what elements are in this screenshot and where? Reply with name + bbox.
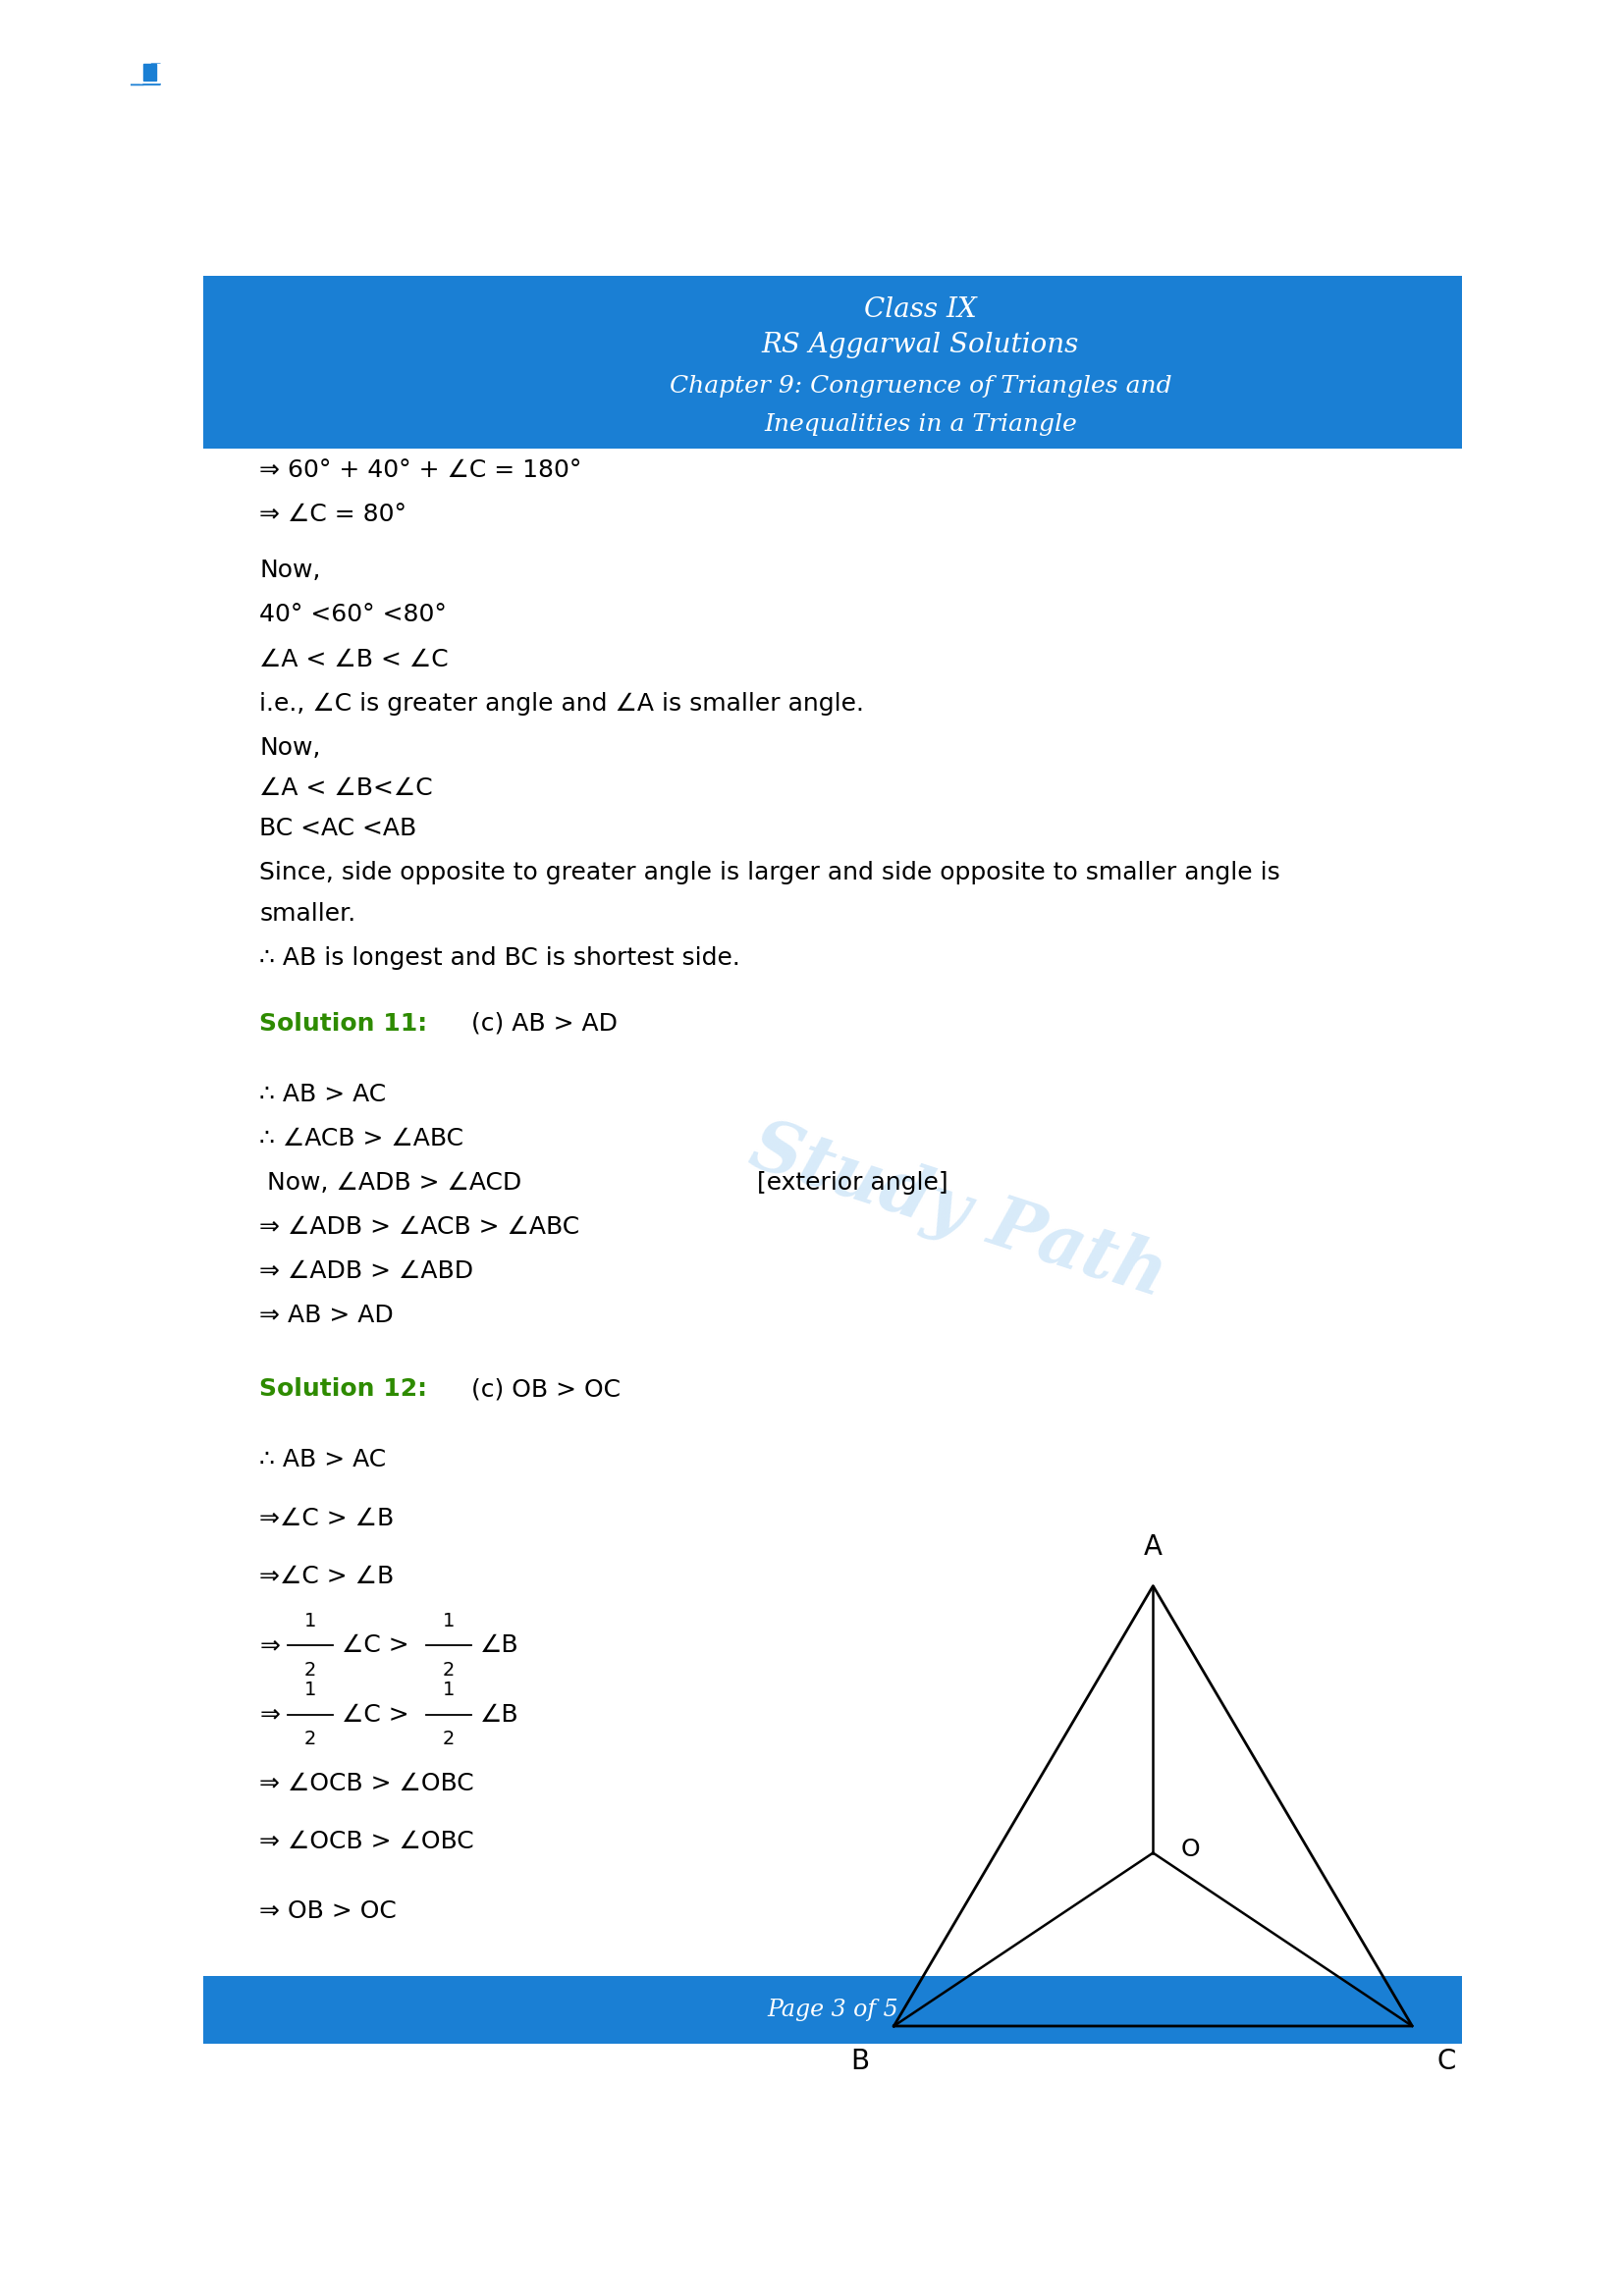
Text: ⇒: ⇒	[260, 1635, 281, 1658]
Text: ∠B: ∠B	[481, 1704, 518, 1727]
Text: 2: 2	[442, 1729, 455, 1750]
Text: ⇒ 60° + 40° + ∠C = 180°: ⇒ 60° + 40° + ∠C = 180°	[260, 459, 581, 482]
Text: [exterior angle]: [exterior angle]	[757, 1171, 948, 1194]
Text: i.e., ∠C is greater angle and ∠A is smaller angle.: i.e., ∠C is greater angle and ∠A is smal…	[260, 691, 864, 714]
Text: 1: 1	[304, 1681, 317, 1699]
Text: Now, ∠ADB > ∠ACD: Now, ∠ADB > ∠ACD	[260, 1171, 521, 1194]
Text: ∴ AB > AC: ∴ AB > AC	[260, 1081, 387, 1107]
Polygon shape	[50, 64, 161, 106]
Text: Solution 12:: Solution 12:	[260, 1378, 427, 1401]
Text: C: C	[1437, 2048, 1457, 2076]
Text: ∠A < ∠B<∠C: ∠A < ∠B<∠C	[260, 776, 434, 799]
Text: Page 3 of 5: Page 3 of 5	[767, 1998, 898, 2020]
Text: Now,: Now,	[260, 558, 322, 583]
Text: Study Path: Study Path	[71, 168, 156, 181]
Text: ∠C >: ∠C >	[341, 1704, 409, 1727]
Text: Since, side opposite to greater angle is larger and side opposite to smaller ang: Since, side opposite to greater angle is…	[260, 861, 1281, 884]
Polygon shape	[140, 64, 161, 83]
Polygon shape	[130, 64, 161, 85]
Text: ∠B: ∠B	[481, 1635, 518, 1658]
Text: RS Aggarwal Solutions: RS Aggarwal Solutions	[762, 333, 1080, 358]
Text: (c) AB > AD: (c) AB > AD	[463, 1013, 617, 1035]
Text: 1: 1	[442, 1612, 455, 1630]
Text: Solution 11:: Solution 11:	[260, 1013, 427, 1035]
Text: smaller.: smaller.	[260, 902, 356, 925]
Text: ∴ ∠ACB > ∠ABC: ∴ ∠ACB > ∠ABC	[260, 1127, 464, 1150]
Polygon shape	[143, 64, 156, 80]
Polygon shape	[29, 106, 67, 126]
Text: ⇒ ∠ADB > ∠ABD: ⇒ ∠ADB > ∠ABD	[260, 1258, 474, 1283]
Bar	[203, 1977, 1462, 2043]
Text: ⇒ OB > OC: ⇒ OB > OC	[260, 1899, 396, 1922]
Text: ∠C >: ∠C >	[341, 1635, 409, 1658]
Text: ⇒ ∠ADB > ∠ACB > ∠ABC: ⇒ ∠ADB > ∠ACB > ∠ABC	[260, 1215, 580, 1238]
Text: ∴ AB > AC: ∴ AB > AC	[260, 1449, 387, 1472]
Text: Now,: Now,	[260, 735, 322, 760]
Text: 1: 1	[304, 1612, 317, 1630]
Text: ⇒ ∠OCB > ∠OBC: ⇒ ∠OCB > ∠OBC	[260, 1773, 474, 1795]
Text: O: O	[1181, 1837, 1200, 1862]
Text: ⇒: ⇒	[260, 1704, 281, 1727]
Bar	[203, 276, 1462, 448]
Text: 2: 2	[442, 1660, 455, 1681]
Text: Chapter 9: Congruence of Triangles and: Chapter 9: Congruence of Triangles and	[669, 374, 1171, 397]
Text: ⇒ ∠OCB > ∠OBC: ⇒ ∠OCB > ∠OBC	[260, 1830, 474, 1853]
Text: Class IX: Class IX	[864, 296, 976, 324]
Text: 2: 2	[304, 1660, 317, 1681]
Text: ⇒ ∠C = 80°: ⇒ ∠C = 80°	[260, 503, 408, 526]
Text: B: B	[851, 2048, 869, 2076]
Text: BC <AC <AB: BC <AC <AB	[260, 817, 417, 840]
Text: ⇒ AB > AD: ⇒ AB > AD	[260, 1304, 395, 1327]
Text: Study Path: Study Path	[742, 1111, 1174, 1313]
Text: (c) OB > OC: (c) OB > OC	[463, 1378, 620, 1401]
Text: 2: 2	[304, 1729, 317, 1750]
Text: 40° <60° <80°: 40° <60° <80°	[260, 604, 447, 627]
Text: ∠A < ∠B < ∠C: ∠A < ∠B < ∠C	[260, 647, 448, 670]
Text: ⇒∠C > ∠B: ⇒∠C > ∠B	[260, 1506, 395, 1529]
Text: Inequalities in a Triangle: Inequalities in a Triangle	[763, 413, 1077, 436]
Text: 1: 1	[442, 1681, 455, 1699]
Text: ⇒∠C > ∠B: ⇒∠C > ∠B	[260, 1566, 395, 1589]
Text: ∴ AB is longest and BC is shortest side.: ∴ AB is longest and BC is shortest side.	[260, 946, 741, 969]
Text: A: A	[1143, 1534, 1163, 1561]
